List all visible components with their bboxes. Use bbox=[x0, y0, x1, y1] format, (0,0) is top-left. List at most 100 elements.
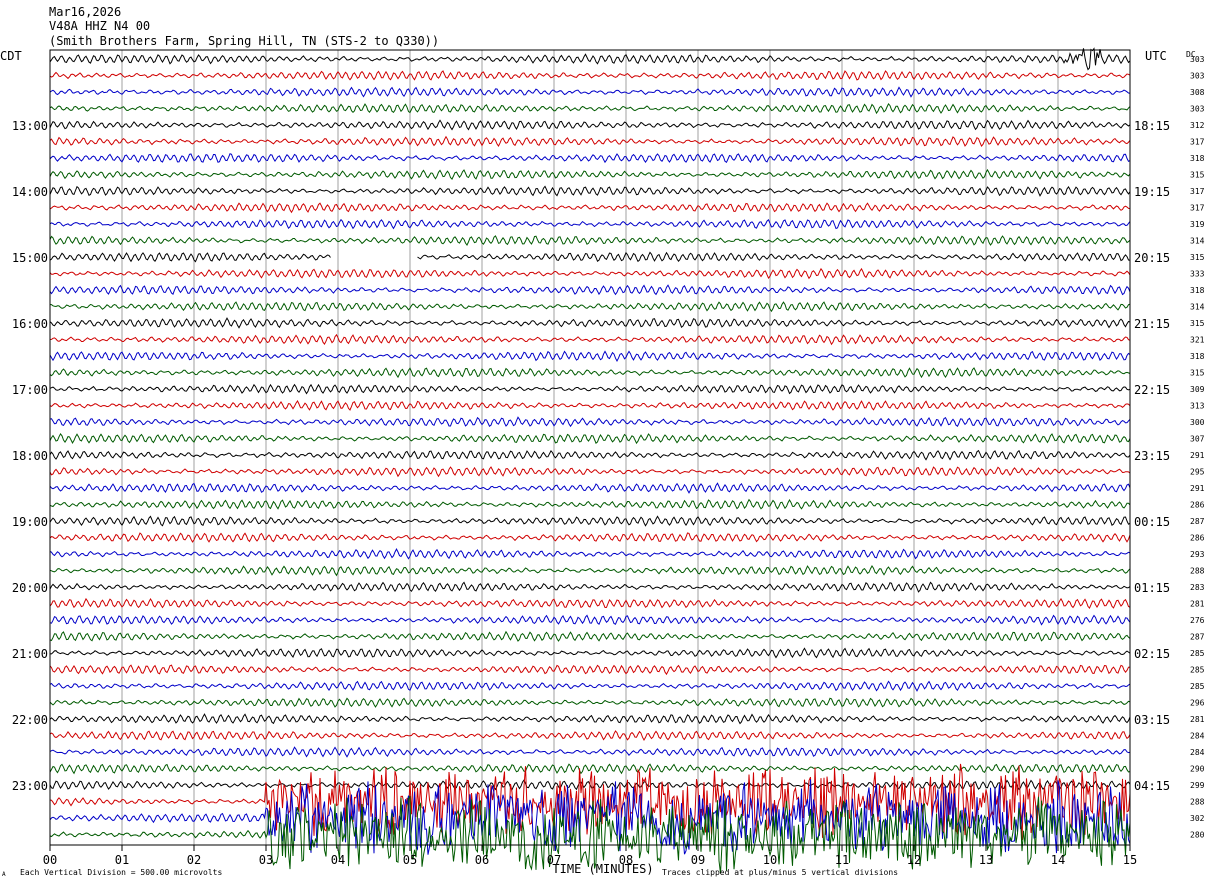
trace-line bbox=[49, 267, 1131, 280]
utc-hour-label: 20:15 bbox=[1134, 251, 1170, 265]
trace-line bbox=[49, 350, 1131, 362]
dc-offset-value: 308 bbox=[1190, 88, 1205, 97]
dc-offset-value: 302 bbox=[1190, 814, 1205, 823]
dc-offset-value: 287 bbox=[1190, 633, 1205, 642]
cdt-hour-label: 17:00 bbox=[12, 383, 48, 397]
seismic-traces bbox=[49, 47, 1131, 874]
x-axis-title: TIME (MINUTES) bbox=[552, 862, 653, 876]
scale-note: Each Vertical Division = 500.00 microvol… bbox=[20, 868, 222, 877]
dc-offset-value: 307 bbox=[1190, 435, 1205, 444]
plot-grid bbox=[121, 50, 1059, 845]
x-axis-ticks: 00 01 02 03 04 05 06 07 08 09 10 11 12 13 14 15 bbox=[43, 845, 1137, 867]
cdt-hour-label: 19:00 bbox=[12, 515, 48, 529]
cdt-hour-label: 22:00 bbox=[12, 713, 48, 727]
utc-hour-label: 23:15 bbox=[1134, 449, 1170, 463]
x-tick-label: 01 bbox=[115, 853, 129, 867]
dc-offset-value: 314 bbox=[1190, 237, 1205, 246]
trace-line bbox=[49, 135, 1131, 148]
dc-offset-value: 318 bbox=[1190, 286, 1205, 295]
dc-offset-value: 285 bbox=[1190, 649, 1205, 658]
dc-offset-value: 290 bbox=[1190, 765, 1205, 774]
cdt-hour-label: 13:00 bbox=[12, 119, 48, 133]
utc-hour-label: 01:15 bbox=[1134, 581, 1170, 595]
trace-line bbox=[49, 532, 1131, 543]
trace-line bbox=[49, 103, 1131, 115]
x-tick-label: 11 bbox=[835, 853, 849, 867]
dc-offset-value: 318 bbox=[1190, 352, 1205, 361]
trace-line bbox=[49, 449, 1131, 461]
trace-line bbox=[49, 218, 1131, 230]
dc-offset-value: 286 bbox=[1190, 534, 1205, 543]
trace-line bbox=[49, 185, 1131, 197]
dc-offset-value: 286 bbox=[1190, 501, 1205, 510]
trace-line bbox=[49, 202, 1131, 214]
trace-line bbox=[49, 697, 1131, 708]
dc-offset-value: 283 bbox=[1190, 583, 1205, 592]
x-tick-label: 14 bbox=[1051, 853, 1065, 867]
header-location: (Smith Brothers Farm, Spring Hill, TN (S… bbox=[49, 34, 439, 48]
trace-line bbox=[49, 153, 1131, 164]
dc-offset-value: 303 bbox=[1190, 55, 1205, 64]
trace-line bbox=[49, 795, 1131, 874]
dc-offset-value: 291 bbox=[1190, 451, 1205, 460]
trace-line bbox=[49, 746, 1131, 758]
utc-hour-label: 00:15 bbox=[1134, 515, 1170, 529]
trace-line bbox=[49, 763, 1131, 841]
x-tick-label: 02 bbox=[187, 853, 201, 867]
left-hour-labels: 13:00 14:00 15:00 16:00 17:00 18:00 19:00 20:00… bbox=[12, 119, 48, 793]
dc-offset-value: 295 bbox=[1190, 468, 1205, 477]
dc-offset-value: 321 bbox=[1190, 336, 1205, 345]
cdt-hour-label: 23:00 bbox=[12, 779, 48, 793]
cdt-hour-label: 21:00 bbox=[12, 647, 48, 661]
x-tick-label: 08 bbox=[619, 853, 633, 867]
dc-offset-value: 317 bbox=[1190, 138, 1205, 147]
trace-line bbox=[49, 119, 1131, 131]
cdt-hour-label: 20:00 bbox=[12, 581, 48, 595]
trace-line bbox=[49, 548, 1131, 560]
cdt-axis-label: CDT bbox=[0, 49, 22, 63]
trace-line bbox=[49, 70, 1131, 81]
dc-offset-value: 315 bbox=[1190, 171, 1205, 180]
dc-offset-value: 312 bbox=[1190, 121, 1205, 130]
utc-hour-label: 18:15 bbox=[1134, 119, 1170, 133]
x-tick-label: 03 bbox=[259, 853, 273, 867]
dc-offset-value: 319 bbox=[1190, 220, 1205, 229]
cdt-hour-label: 16:00 bbox=[12, 317, 48, 331]
dc-label: DC bbox=[1186, 50, 1196, 59]
trace-line bbox=[49, 416, 1131, 428]
trace-line bbox=[49, 680, 1131, 692]
trace-line bbox=[49, 779, 1131, 855]
dc-offset-value: 293 bbox=[1190, 550, 1205, 559]
dc-offset-value: 317 bbox=[1190, 204, 1205, 213]
trace-line bbox=[49, 614, 1131, 626]
dc-offset-value: 296 bbox=[1190, 699, 1205, 708]
trace-line bbox=[49, 252, 331, 263]
trace-line bbox=[49, 284, 1131, 296]
dc-offset-value: 314 bbox=[1190, 303, 1205, 312]
dc-offset-value: 315 bbox=[1190, 369, 1205, 378]
dc-offset-value: 287 bbox=[1190, 517, 1205, 526]
dc-offset-value: 284 bbox=[1190, 732, 1205, 741]
trace-line bbox=[50, 301, 1131, 313]
trace-line bbox=[49, 432, 1131, 445]
dc-offset-value: 281 bbox=[1190, 715, 1205, 724]
trace-line bbox=[49, 383, 1131, 395]
dc-offset-value: 318 bbox=[1190, 154, 1205, 163]
dc-offset-value: 315 bbox=[1190, 319, 1205, 328]
trace-line bbox=[49, 86, 1131, 98]
x-tick-label: 12 bbox=[907, 853, 921, 867]
trace-line bbox=[49, 581, 1131, 593]
trace-line bbox=[49, 730, 1131, 742]
trace-line bbox=[49, 763, 1131, 775]
dc-offset-value: 288 bbox=[1190, 567, 1205, 576]
plot-frame bbox=[49, 49, 1131, 846]
trace-line bbox=[49, 713, 1131, 725]
trace-line bbox=[49, 235, 1131, 246]
dc-offset-value: 313 bbox=[1190, 402, 1205, 411]
utc-hour-label: 02:15 bbox=[1134, 647, 1170, 661]
right-hour-labels: 18:15 19:15 20:15 21:15 22:15 23:15 00:15 01:15… bbox=[1134, 119, 1170, 793]
x-tick-label: 00 bbox=[43, 853, 57, 867]
cdt-hour-label: 15:00 bbox=[12, 251, 48, 265]
x-tick-label: 05 bbox=[403, 853, 417, 867]
